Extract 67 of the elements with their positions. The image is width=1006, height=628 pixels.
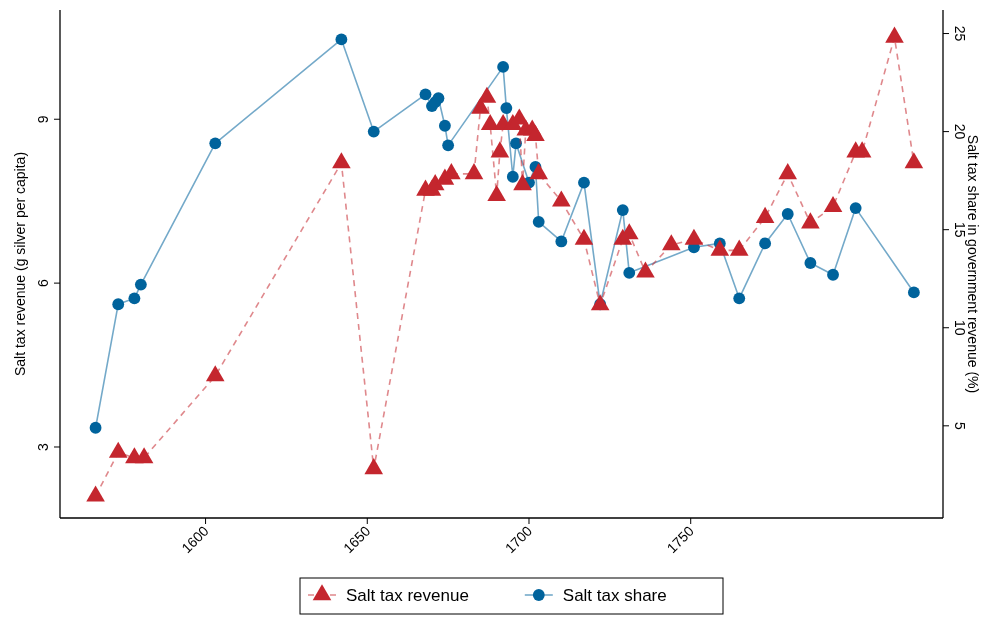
point xyxy=(112,298,125,311)
y2-axis-title: Salt tax share in government revenue (%) xyxy=(965,134,981,394)
point xyxy=(506,170,519,183)
point xyxy=(335,33,348,46)
point xyxy=(885,26,904,43)
point xyxy=(477,86,497,103)
point xyxy=(364,458,384,475)
point xyxy=(827,268,839,281)
point xyxy=(804,257,817,269)
point xyxy=(510,137,522,150)
point xyxy=(801,212,820,229)
point xyxy=(781,208,794,220)
legend-label: Salt tax share xyxy=(562,586,667,605)
point xyxy=(432,92,445,105)
point xyxy=(490,141,510,158)
y-tick-label: 9 xyxy=(35,115,51,124)
point xyxy=(849,202,862,215)
point xyxy=(134,278,147,291)
point xyxy=(442,139,455,152)
point xyxy=(904,152,924,169)
y-axis-title: Salt tax revenue (g silver per capita) xyxy=(12,151,28,377)
point xyxy=(526,124,545,142)
point xyxy=(578,176,590,189)
point xyxy=(86,485,105,502)
point xyxy=(529,163,548,180)
point xyxy=(205,365,225,382)
point xyxy=(513,174,532,191)
point xyxy=(367,125,380,138)
y2-tick-label: 15 xyxy=(952,221,968,238)
point xyxy=(590,294,610,311)
y2-tick-label: 10 xyxy=(952,319,968,336)
point xyxy=(710,239,730,256)
point xyxy=(487,184,506,202)
point xyxy=(89,421,102,434)
point xyxy=(616,204,629,216)
point xyxy=(759,237,772,250)
y2-tick-label: 20 xyxy=(952,123,968,140)
point xyxy=(733,292,746,305)
point xyxy=(755,206,775,223)
legend-label: Salt tax revenue xyxy=(346,586,469,605)
point xyxy=(134,447,154,464)
point xyxy=(497,60,510,73)
point xyxy=(532,215,545,228)
point xyxy=(209,137,222,150)
point xyxy=(108,441,128,458)
point xyxy=(332,152,351,169)
y-tick-label: 3 xyxy=(35,442,51,451)
point xyxy=(555,235,568,248)
point xyxy=(574,228,594,245)
y2-tick-label: 25 xyxy=(952,25,968,42)
point xyxy=(729,239,749,256)
point xyxy=(500,102,513,114)
point xyxy=(636,261,655,278)
point xyxy=(684,228,704,245)
point xyxy=(852,141,872,158)
y2-tick-label: 5 xyxy=(952,421,968,430)
point xyxy=(438,119,451,132)
point xyxy=(907,286,920,299)
point xyxy=(419,88,432,101)
point xyxy=(552,190,571,207)
point xyxy=(464,163,484,180)
y-tick-label: 6 xyxy=(35,279,51,288)
point xyxy=(623,266,636,279)
point xyxy=(778,163,798,180)
point xyxy=(128,292,141,305)
point xyxy=(823,195,843,213)
point xyxy=(662,234,681,251)
